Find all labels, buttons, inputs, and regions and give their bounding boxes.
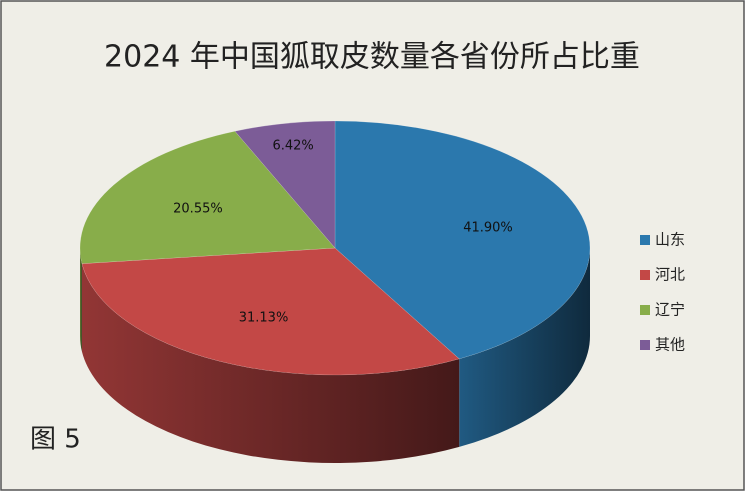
pie-slice <box>334 120 591 360</box>
legend-swatch <box>640 235 650 245</box>
legend-label: 河北 <box>655 266 685 284</box>
chart-title: 2024 年中国狐取皮数量各省份所占比重 <box>104 40 640 75</box>
data-label: 31.13% <box>239 311 289 326</box>
data-label: 20.55% <box>173 201 223 216</box>
legend-label: 辽宁 <box>655 301 685 319</box>
legend-swatch <box>640 270 650 280</box>
legend-label: 其他 <box>655 336 685 354</box>
pie-side <box>459 248 590 447</box>
pie-side <box>80 248 82 352</box>
legend-label: 山东 <box>655 231 685 249</box>
legend-swatch <box>640 305 650 315</box>
pie-slice <box>79 130 336 264</box>
data-label: 6.42% <box>272 138 313 153</box>
data-label: 41.90% <box>463 221 513 236</box>
pie-slice <box>234 120 336 249</box>
pie: 41.90% 31.13% 20.55% 6.42% <box>79 120 591 463</box>
caption: 图 5 <box>30 425 81 455</box>
pie-slice <box>81 247 460 376</box>
pie-side <box>81 263 460 463</box>
legend-swatch <box>640 340 650 350</box>
